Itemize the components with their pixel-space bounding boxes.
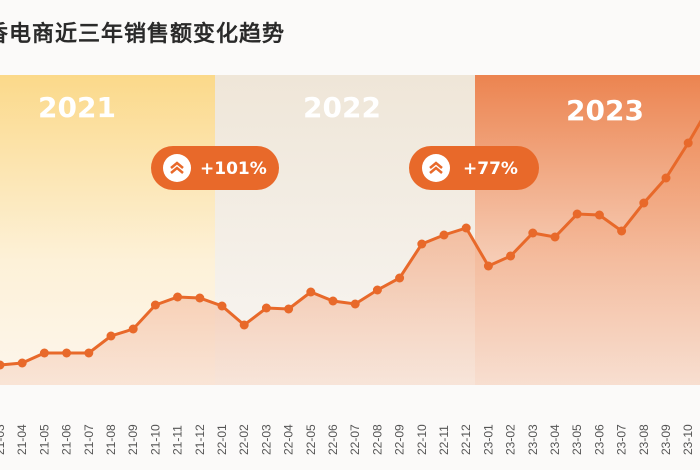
x-tick-label: 22-04 [282, 424, 296, 455]
data-point-23-09 [661, 173, 671, 183]
x-tick-label: 21-04 [15, 424, 29, 455]
growth-badge-2022: +101% [151, 146, 279, 190]
x-tick-label: 23-07 [615, 424, 629, 455]
data-point-22-07 [350, 299, 360, 309]
x-tick-label: 23-10 [681, 424, 695, 455]
data-point-21-12 [195, 293, 205, 303]
x-tick-label: 21-03 [0, 424, 7, 455]
data-point-23-07 [617, 226, 627, 236]
data-point-21-11 [173, 292, 183, 302]
data-point-21-09 [128, 324, 138, 334]
x-tick-label: 22-03 [259, 424, 273, 455]
x-tick-label: 23-06 [592, 424, 606, 455]
x-tick-label: 22-06 [326, 424, 340, 455]
data-point-22-12 [461, 223, 471, 233]
x-tick-label: 21-12 [193, 424, 207, 455]
data-point-21-10 [150, 300, 160, 310]
data-point-23-03 [528, 228, 538, 238]
data-point-23-08 [639, 198, 649, 208]
growth-badge-text: +101% [200, 159, 267, 179]
data-point-23-06 [594, 210, 604, 220]
data-point-21-05 [39, 348, 49, 358]
x-tick-label: 23-05 [570, 424, 584, 455]
data-point-22-01 [217, 301, 227, 311]
data-point-23-04 [550, 232, 560, 242]
data-point-22-10 [417, 239, 427, 249]
data-point-21-06 [62, 348, 72, 358]
data-point-23-10 [683, 138, 693, 148]
data-point-22-11 [439, 230, 449, 240]
data-point-22-09 [395, 273, 405, 283]
x-tick-label: 21-08 [104, 424, 118, 455]
x-tick-label: 22-08 [370, 424, 384, 455]
x-tick-label: 21-10 [148, 424, 162, 455]
x-tick-label: 22-05 [304, 424, 318, 455]
x-tick-label: 21-07 [82, 424, 96, 455]
x-tick-label: 21-09 [126, 424, 140, 455]
data-point-22-06 [328, 296, 338, 306]
chart-title: 香电商近三年销售额变化趋势 [0, 22, 286, 47]
area-fill [0, 119, 700, 385]
data-point-23-05 [572, 209, 582, 219]
x-tick-label: 23-09 [659, 424, 673, 455]
data-point-22-08 [372, 285, 382, 295]
x-tick-label: 22-09 [393, 424, 407, 455]
x-tick-label: 22-07 [348, 424, 362, 455]
x-tick-label: 22-11 [437, 425, 451, 455]
data-point-21-03 [0, 360, 5, 370]
year-label-2021: 2021 [38, 91, 116, 124]
year-label-2022: 2022 [303, 91, 381, 124]
x-tick-label: 21-11 [171, 425, 185, 455]
x-tick-label: 22-01 [215, 424, 229, 455]
x-tick-label: 23-01 [481, 424, 495, 455]
data-point-23-02 [506, 251, 516, 261]
data-point-22-05 [306, 287, 316, 297]
data-point-21-07 [84, 348, 94, 358]
x-tick-label: 23-04 [548, 424, 562, 455]
x-tick-label: 21-05 [37, 424, 51, 455]
x-tick-label: 22-10 [415, 424, 429, 455]
growth-badge-text: +77% [463, 159, 518, 179]
data-point-22-02 [239, 320, 249, 330]
x-tick-label: 23-02 [504, 424, 518, 455]
data-point-21-04 [17, 358, 27, 368]
x-tick-label: 22-02 [237, 424, 251, 455]
x-tick-label: 23-03 [526, 424, 540, 455]
growth-badge-2023: +77% [409, 146, 539, 190]
data-point-22-04 [284, 304, 294, 314]
x-tick-label: 23-08 [637, 424, 651, 455]
data-point-23-01 [483, 261, 493, 271]
data-point-22-03 [261, 303, 271, 313]
year-label-2023: 2023 [566, 94, 644, 127]
data-point-21-08 [106, 331, 116, 341]
x-tick-label: 21-06 [60, 424, 74, 455]
x-tick-label: 22-12 [459, 424, 473, 455]
